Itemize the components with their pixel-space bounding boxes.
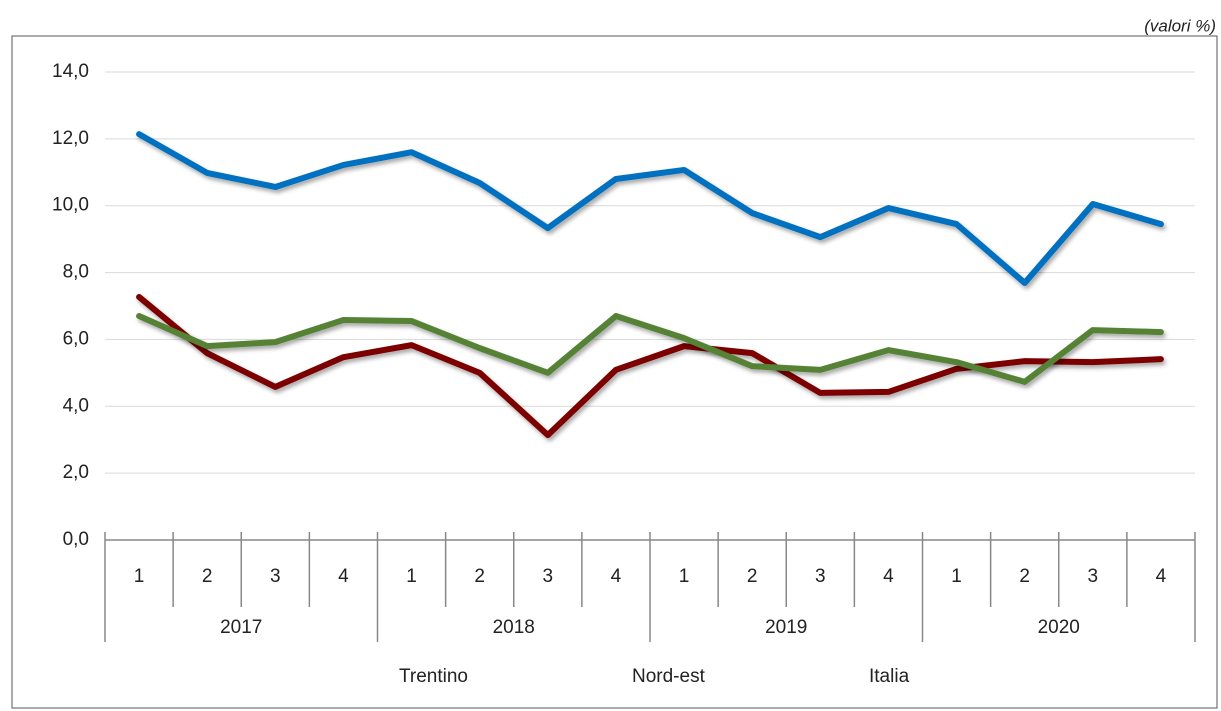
x-tick-label: 4	[611, 566, 622, 587]
series-line	[136, 131, 1164, 286]
legend-label: Trentino	[399, 666, 468, 687]
x-tick-label: 3	[1088, 566, 1099, 587]
y-tick-label: 4,0	[63, 395, 89, 416]
x-tick-label: 3	[543, 566, 554, 587]
x-tick-label: 2	[202, 566, 213, 587]
x-tick-label: 4	[1156, 566, 1167, 587]
y-tick-label: 6,0	[63, 328, 89, 349]
x-group-label: 2019	[765, 617, 807, 638]
series-line	[136, 313, 1164, 385]
x-tick-label: 4	[338, 566, 349, 587]
x-tick-label: 2	[474, 566, 485, 587]
y-tick-label: 0,0	[63, 529, 89, 550]
x-tick-label: 4	[883, 566, 894, 587]
x-tick-label: 2	[1019, 566, 1030, 587]
y-tick-label: 10,0	[52, 195, 89, 216]
x-tick-label: 1	[951, 566, 962, 587]
y-tick-label: 14,0	[52, 61, 89, 82]
x-group-label: 2020	[1038, 617, 1080, 638]
unit-note: (valori %)	[1144, 16, 1216, 35]
x-tick-label: 1	[134, 566, 145, 587]
series-line	[136, 293, 1164, 439]
x-tick-label: 3	[815, 566, 826, 587]
y-tick-label: 2,0	[63, 462, 89, 483]
legend-label: Italia	[869, 666, 910, 687]
legend-label: Nord-est	[632, 666, 706, 687]
x-tick-label: 1	[406, 566, 417, 587]
x-tick-label: 1	[679, 566, 690, 587]
x-group-label: 2018	[493, 617, 535, 638]
y-tick-label: 8,0	[63, 262, 89, 283]
x-group-label: 2017	[220, 617, 262, 638]
x-tick-label: 3	[270, 566, 281, 587]
x-tick-label: 2	[747, 566, 758, 587]
y-tick-label: 12,0	[52, 128, 89, 149]
chart-frame	[11, 35, 1218, 709]
